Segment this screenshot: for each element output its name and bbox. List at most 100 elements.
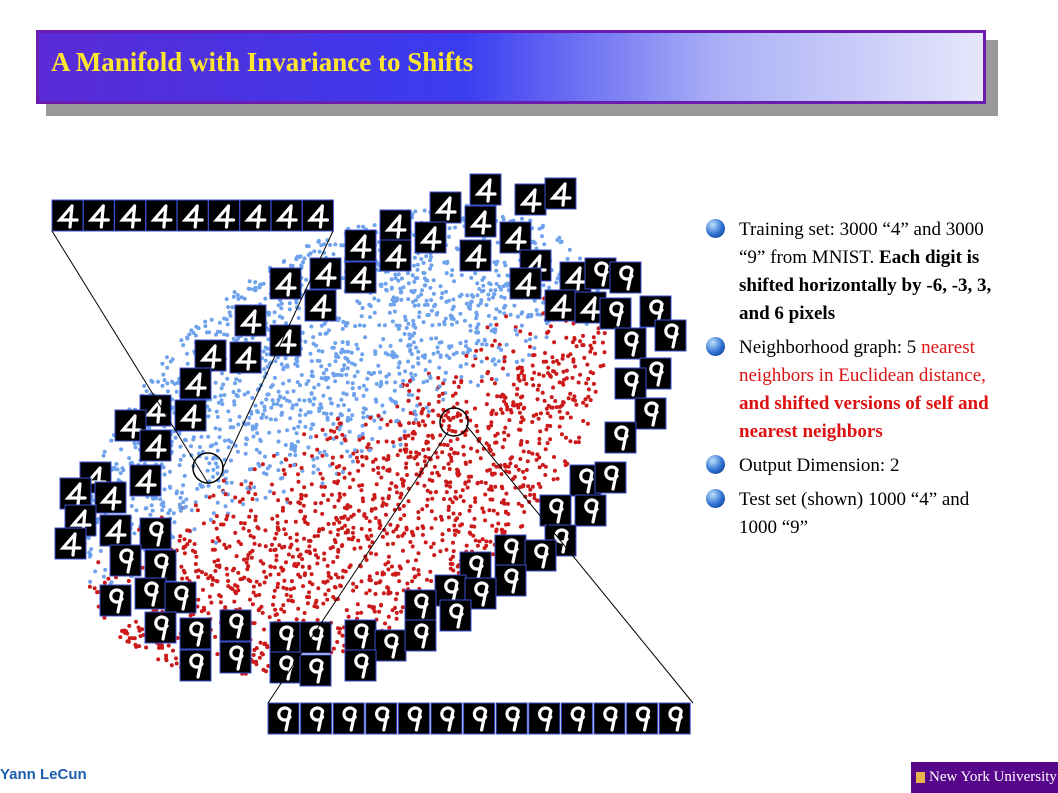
point [177, 502, 182, 507]
digit-stroke [109, 588, 124, 614]
point [124, 629, 129, 634]
thumb-box [301, 199, 334, 232]
point [429, 308, 434, 313]
digit-thumbnail [269, 621, 302, 654]
point [454, 375, 459, 380]
digit-stroke [279, 625, 294, 651]
point [264, 472, 269, 477]
point [576, 440, 581, 445]
point [450, 500, 455, 505]
point [502, 359, 507, 364]
point [408, 349, 413, 354]
point [272, 319, 277, 324]
point [395, 472, 400, 477]
point [444, 299, 449, 304]
point [417, 314, 421, 319]
point [280, 315, 285, 320]
point [136, 441, 141, 446]
point [360, 306, 365, 310]
point [249, 411, 254, 416]
point [394, 610, 399, 615]
point [507, 418, 512, 423]
point [179, 338, 184, 343]
point [496, 359, 501, 364]
point [545, 411, 550, 416]
point [502, 355, 507, 360]
point [207, 594, 212, 599]
point [415, 396, 420, 401]
point [279, 301, 284, 306]
point [548, 414, 553, 419]
point [506, 464, 511, 469]
point [171, 535, 176, 540]
digit-thumbnail [604, 421, 637, 454]
point [377, 609, 382, 614]
point [231, 390, 236, 394]
point [109, 438, 114, 443]
point [246, 421, 251, 426]
point [293, 519, 298, 524]
digit-stroke [199, 344, 222, 369]
point [276, 439, 281, 444]
point [253, 492, 258, 497]
digit-stroke [549, 182, 572, 207]
point [420, 354, 425, 359]
digit-thumbnail [332, 702, 365, 735]
point [440, 450, 445, 455]
point [425, 379, 430, 384]
digit-thumbnail [404, 619, 437, 652]
digit-thumbnail [194, 339, 227, 372]
point [491, 452, 496, 457]
point [520, 484, 525, 489]
point [294, 532, 299, 537]
point [301, 503, 306, 508]
point [348, 417, 353, 422]
point [373, 457, 378, 462]
point [182, 570, 187, 575]
point [399, 297, 404, 302]
point [543, 447, 548, 452]
digit-stroke [504, 226, 527, 251]
point [263, 495, 268, 500]
point [264, 352, 269, 357]
point [384, 439, 389, 444]
point [593, 351, 598, 356]
point [255, 525, 260, 530]
point [364, 387, 369, 392]
point [276, 303, 281, 308]
point [364, 558, 369, 562]
point [281, 366, 286, 370]
point [420, 532, 425, 537]
point [340, 340, 345, 345]
point [404, 461, 409, 466]
point [384, 287, 389, 292]
point [422, 483, 427, 488]
point [362, 323, 367, 328]
point [132, 531, 137, 536]
point [273, 417, 278, 422]
point [379, 603, 383, 608]
point [461, 351, 466, 355]
point [384, 502, 389, 507]
point [525, 459, 530, 464]
point [420, 507, 425, 512]
digit-stroke [229, 613, 244, 639]
point [330, 461, 335, 466]
point [361, 415, 366, 420]
digit-stroke [644, 401, 659, 427]
point [346, 614, 351, 619]
point [502, 531, 507, 536]
point [126, 579, 131, 583]
point [442, 442, 447, 447]
point [279, 607, 284, 612]
point [232, 402, 237, 407]
digit-stroke [277, 706, 292, 732]
point [364, 455, 369, 460]
point [349, 350, 354, 355]
digit-stroke [309, 625, 324, 651]
point [425, 488, 430, 493]
point [482, 337, 487, 342]
point [229, 458, 233, 463]
point [222, 457, 227, 462]
point [257, 543, 262, 548]
